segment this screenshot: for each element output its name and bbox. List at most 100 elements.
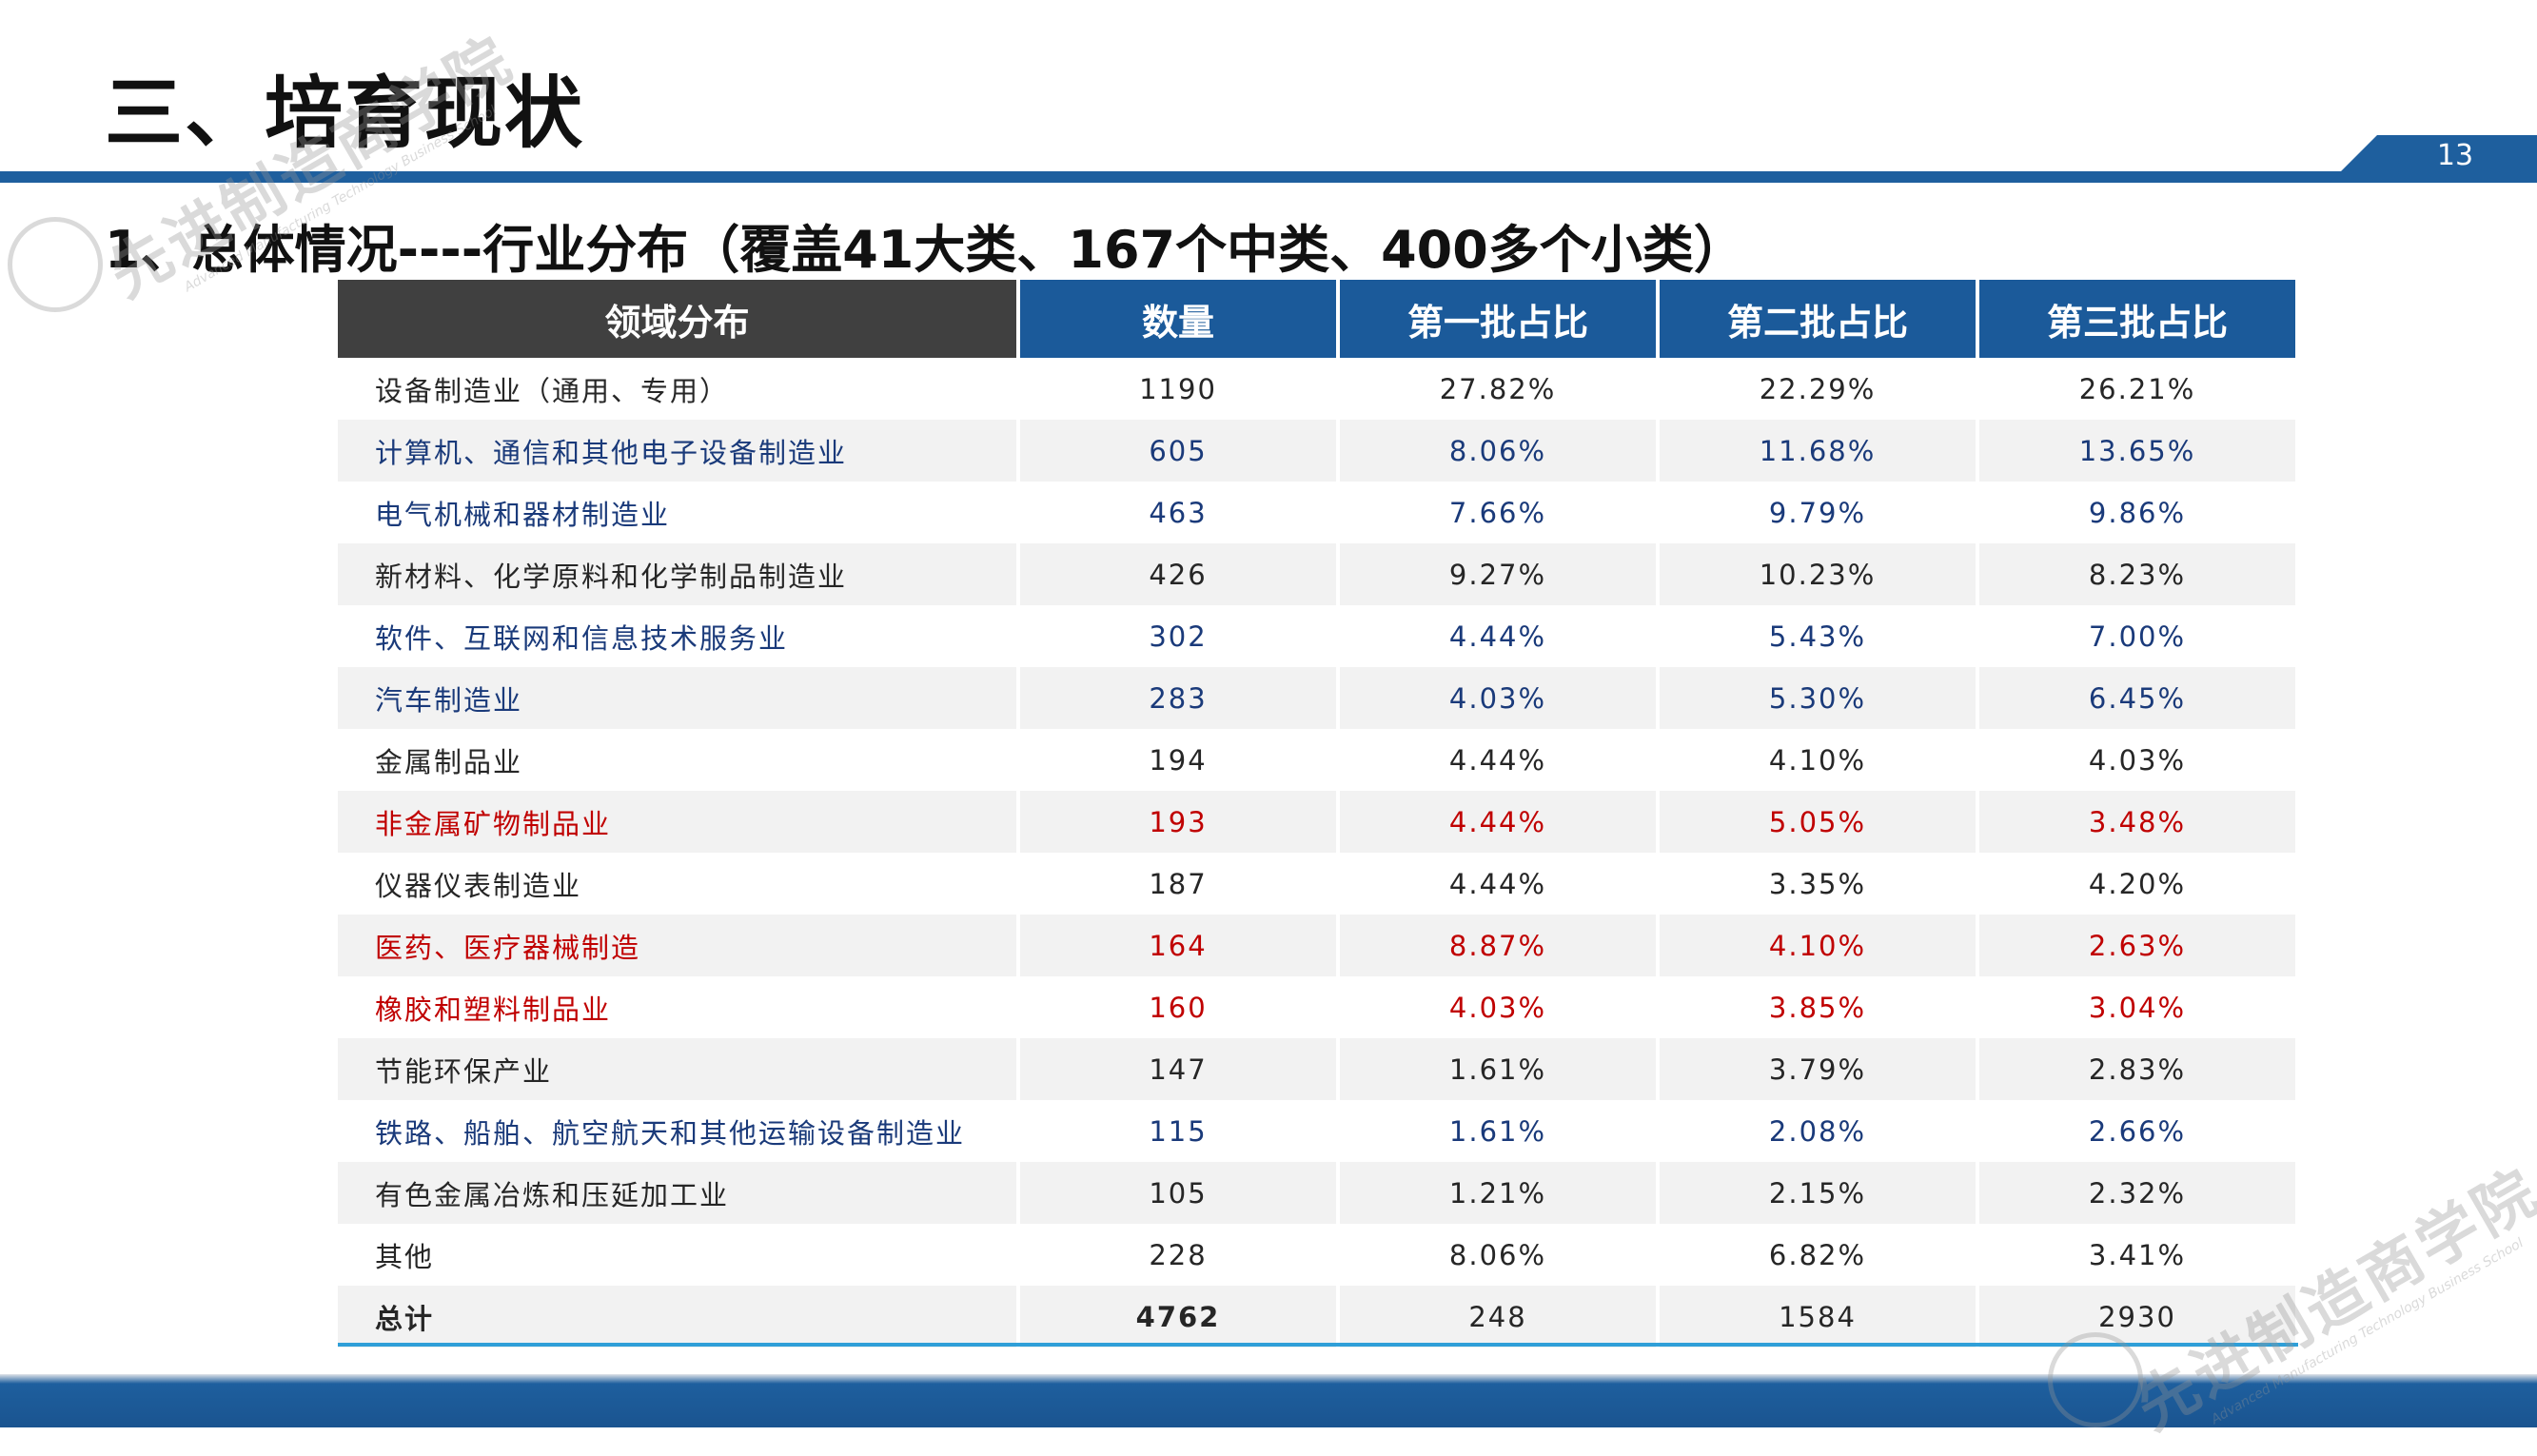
row-name: 医药、医疗器械制造: [338, 915, 1020, 976]
row-batch3: 2.63%: [1979, 915, 2295, 976]
row-name: 设备制造业（通用、专用）: [338, 358, 1020, 420]
row-count: 426: [1020, 543, 1340, 605]
row-batch3: 4.03%: [1979, 729, 2295, 791]
row-name: 节能环保产业: [338, 1038, 1020, 1100]
row-batch1: 1.21%: [1340, 1162, 1660, 1224]
row-batch3: 13.65%: [1979, 420, 2295, 482]
row-batch1: 8.06%: [1340, 420, 1660, 482]
row-name: 软件、互联网和信息技术服务业: [338, 605, 1020, 667]
row-batch2: 11.68%: [1660, 420, 1979, 482]
row-batch1: 8.06%: [1340, 1224, 1660, 1286]
row-count: 605: [1020, 420, 1340, 482]
total-row-batch3: 2930: [1979, 1286, 2295, 1348]
table-row: 橡胶和塑料制品业 160 4.03% 3.85% 3.04%: [338, 976, 2295, 1038]
row-batch3: 9.86%: [1979, 482, 2295, 543]
row-batch1: 8.87%: [1340, 915, 1660, 976]
header-bar: [0, 171, 2537, 183]
row-batch1: 4.44%: [1340, 605, 1660, 667]
row-count: 463: [1020, 482, 1340, 543]
row-count: 105: [1020, 1162, 1340, 1224]
table-row: 金属制品业 194 4.44% 4.10% 4.03%: [338, 729, 2295, 791]
table-row: 软件、互联网和信息技术服务业 302 4.44% 5.43% 7.00%: [338, 605, 2295, 667]
row-name: 新材料、化学原料和化学制品制造业: [338, 543, 1020, 605]
row-count: 193: [1020, 791, 1340, 853]
table-underline: [338, 1343, 2298, 1347]
row-batch3: 4.20%: [1979, 853, 2295, 915]
row-batch2: 9.79%: [1660, 482, 1979, 543]
row-batch2: 5.05%: [1660, 791, 1979, 853]
row-count: 115: [1020, 1100, 1340, 1162]
row-count: 160: [1020, 976, 1340, 1038]
table-row: 节能环保产业 147 1.61% 3.79% 2.83%: [338, 1038, 2295, 1100]
row-batch3: 26.21%: [1979, 358, 2295, 420]
row-name: 金属制品业: [338, 729, 1020, 791]
row-count: 283: [1020, 667, 1340, 729]
row-batch2: 5.30%: [1660, 667, 1979, 729]
row-count: 302: [1020, 605, 1340, 667]
row-batch3: 6.45%: [1979, 667, 2295, 729]
row-batch3: 3.41%: [1979, 1224, 2295, 1286]
row-name: 仪器仪表制造业: [338, 853, 1020, 915]
row-batch2: 4.10%: [1660, 915, 1979, 976]
table-body: 设备制造业（通用、专用） 1190 27.82% 22.29% 26.21% 计算机、通信…: [338, 358, 2295, 1348]
row-name: 非金属矿物制品业: [338, 791, 1020, 853]
header-count: 数量: [1020, 280, 1340, 358]
header-domain: 领域分布: [338, 280, 1020, 358]
table-row: 有色金属冶炼和压延加工业 105 1.21% 2.15% 2.32%: [338, 1162, 2295, 1224]
row-count: 147: [1020, 1038, 1340, 1100]
row-batch2: 4.10%: [1660, 729, 1979, 791]
row-batch2: 10.23%: [1660, 543, 1979, 605]
row-count: 228: [1020, 1224, 1340, 1286]
row-name: 计算机、通信和其他电子设备制造业: [338, 420, 1020, 482]
row-name: 橡胶和塑料制品业: [338, 976, 1020, 1038]
row-batch2: 3.35%: [1660, 853, 1979, 915]
total-row-batch2: 1584: [1660, 1286, 1979, 1348]
table-row: 医药、医疗器械制造 164 8.87% 4.10% 2.63%: [338, 915, 2295, 976]
table-row: 设备制造业（通用、专用） 1190 27.82% 22.29% 26.21%: [338, 358, 2295, 420]
row-batch1: 7.66%: [1340, 482, 1660, 543]
row-batch1: 27.82%: [1340, 358, 1660, 420]
row-batch1: 1.61%: [1340, 1100, 1660, 1162]
table-row: 电气机械和器材制造业 463 7.66% 9.79% 9.86%: [338, 482, 2295, 543]
row-batch2: 2.08%: [1660, 1100, 1979, 1162]
row-batch3: 3.04%: [1979, 976, 2295, 1038]
table-row: 计算机、通信和其他电子设备制造业 605 8.06% 11.68% 13.65%: [338, 420, 2295, 482]
row-batch2: 6.82%: [1660, 1224, 1979, 1286]
row-batch1: 9.27%: [1340, 543, 1660, 605]
row-batch2: 2.15%: [1660, 1162, 1979, 1224]
row-name: 铁路、船舶、航空航天和其他运输设备制造业: [338, 1100, 1020, 1162]
table-row: 铁路、船舶、航空航天和其他运输设备制造业 115 1.61% 2.08% 2.66%: [338, 1100, 2295, 1162]
row-count: 194: [1020, 729, 1340, 791]
row-batch3: 2.66%: [1979, 1100, 2295, 1162]
watermark-logo-icon: [8, 217, 103, 312]
row-batch3: 8.23%: [1979, 543, 2295, 605]
table-row: 新材料、化学原料和化学制品制造业 426 9.27% 10.23% 8.23%: [338, 543, 2295, 605]
row-count: 1190: [1020, 358, 1340, 420]
table-row: 汽车制造业 283 4.03% 5.30% 6.45%: [338, 667, 2295, 729]
row-batch2: 22.29%: [1660, 358, 1979, 420]
industry-distribution-table: 领域分布 数量 第一批占比 第二批占比 第三批占比 设备制造业（通用、专用） 11…: [338, 280, 2295, 1348]
row-batch2: 3.85%: [1660, 976, 1979, 1038]
footer-bar: [0, 1374, 2537, 1427]
header-batch2: 第二批占比: [1660, 280, 1979, 358]
row-batch1: 4.44%: [1340, 853, 1660, 915]
row-name: 其他: [338, 1224, 1020, 1286]
section-subtitle: 1、总体情况----行业分布（覆盖41大类、167个中类、400多个小类）: [105, 220, 1745, 280]
row-batch3: 7.00%: [1979, 605, 2295, 667]
table-row: 仪器仪表制造业 187 4.44% 3.35% 4.20%: [338, 853, 2295, 915]
row-batch1: 1.61%: [1340, 1038, 1660, 1100]
row-batch2: 5.43%: [1660, 605, 1979, 667]
row-count: 164: [1020, 915, 1340, 976]
header-batch1: 第一批占比: [1340, 280, 1660, 358]
total-row-name: 总计: [338, 1286, 1020, 1348]
total-row-count: 4762: [1020, 1286, 1340, 1348]
row-name: 有色金属冶炼和压延加工业: [338, 1162, 1020, 1224]
row-batch3: 2.83%: [1979, 1038, 2295, 1100]
row-batch1: 4.03%: [1340, 976, 1660, 1038]
page-number: 13: [2436, 139, 2474, 172]
row-batch3: 2.32%: [1979, 1162, 2295, 1224]
table-header-row: 领域分布 数量 第一批占比 第二批占比 第三批占比: [338, 280, 2295, 358]
row-name: 电气机械和器材制造业: [338, 482, 1020, 543]
header-batch3: 第三批占比: [1979, 280, 2295, 358]
table-total-row: 总计 4762 248 1584 2930: [338, 1286, 2295, 1348]
